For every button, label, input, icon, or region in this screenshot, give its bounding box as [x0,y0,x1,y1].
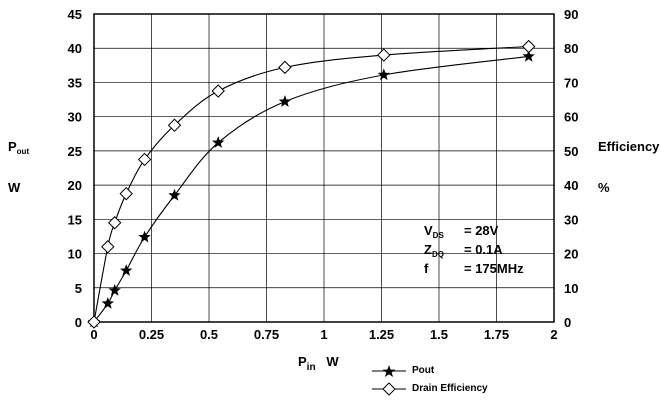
legend-item-pout: Pout [372,362,488,380]
data-point-pout [108,284,121,296]
data-point-pout [212,136,225,148]
y-left-axis-ticks: 0 5 10 15 20 25 30 35 40 45 [68,7,82,330]
legend-label-pout: Pout [412,365,435,376]
x-tick-label: 2 [550,327,557,342]
series-line-drain-efficiency [93,45,529,323]
data-point-pout [120,264,133,276]
y-right-tick-label: 50 [564,144,578,159]
legend-item-drain-efficiency: Drain Efficiency [372,380,488,398]
series-markers [87,39,536,329]
y-right-tick-label: 90 [564,7,578,22]
data-point-drain-efficiency [211,84,225,98]
x-tick-label: 0.5 [200,327,218,342]
data-point-drain-efficiency [377,48,391,62]
grid-lines [93,13,555,323]
x-axis-title: Pin W [298,354,339,373]
data-point-drain-efficiency [119,186,133,201]
data-point-drain-efficiency [167,118,182,132]
y-right-tick-label: 70 [564,75,578,90]
y-left-tick-label: 20 [68,178,82,193]
y-right-axis-title: Efficiency [598,139,660,154]
x-tick-label: 1.25 [369,327,394,342]
y-right-tick-label: 40 [564,178,578,193]
y-right-tick-label: 30 [564,212,578,227]
plot-frame [93,13,555,323]
data-point-pout [138,230,151,243]
data-point-pout [168,188,181,201]
data-point-drain-efficiency [137,152,152,167]
series-line-pout [93,55,529,323]
data-point-drain-efficiency [521,39,536,54]
y-left-tick-label: 35 [68,75,82,90]
data-point-drain-efficiency [87,315,101,329]
legend-label-drain-efficiency: Drain Efficiency [412,383,488,394]
series-lines [93,45,529,323]
data-point-drain-efficiency [107,216,122,230]
x-tick-label: 0 [90,327,97,342]
y-left-tick-label: 15 [68,212,82,227]
y-right-axis-unit: % [598,180,610,195]
data-point-pout [377,68,390,81]
data-point-drain-efficiency [278,60,292,75]
annotation-line-2: ZDQ = 0.1A [424,242,503,259]
y-left-tick-label: 40 [68,41,82,56]
y-right-tick-label: 60 [564,110,578,125]
y-right-tick-label: 0 [564,315,571,330]
x-tick-label: 1.75 [484,327,509,342]
diamond-marker-icon [372,382,406,396]
x-tick-label: 1 [320,327,327,342]
y-right-axis-ticks: 0 10 20 30 40 50 60 70 80 90 [564,7,578,330]
y-left-tick-label: 25 [68,144,82,159]
y-right-tick-label: 80 [564,41,578,56]
data-point-pout [101,297,114,309]
data-point-pout [522,49,535,62]
y-left-tick-label: 45 [68,7,82,22]
y-right-tick-label: 20 [564,247,578,262]
x-tick-label: 0.75 [254,327,279,342]
y-right-tick-label: 10 [564,281,578,296]
annotation-line-3: f = 175MHz [424,261,524,276]
x-tick-label: 1.5 [430,327,448,342]
data-point-pout [278,95,292,107]
y-left-tick-label: 0 [75,315,82,330]
y-left-tick-label: 30 [68,110,82,125]
annotation-line-1: VDS = 28V [424,223,499,240]
x-axis-ticks: 0 0.25 0.5 0.75 1 1.25 1.5 1.75 2 [90,327,557,342]
legend: Pout Drain Efficiency [372,362,488,398]
x-tick-label: 0.25 [139,327,164,342]
y-left-tick-label: 10 [68,247,82,262]
star-marker-icon [372,365,406,377]
data-point-drain-efficiency [101,240,115,254]
y-left-axis-title: Pout [8,139,30,156]
y-left-axis-unit: W [8,180,21,195]
y-left-tick-label: 5 [75,281,82,296]
